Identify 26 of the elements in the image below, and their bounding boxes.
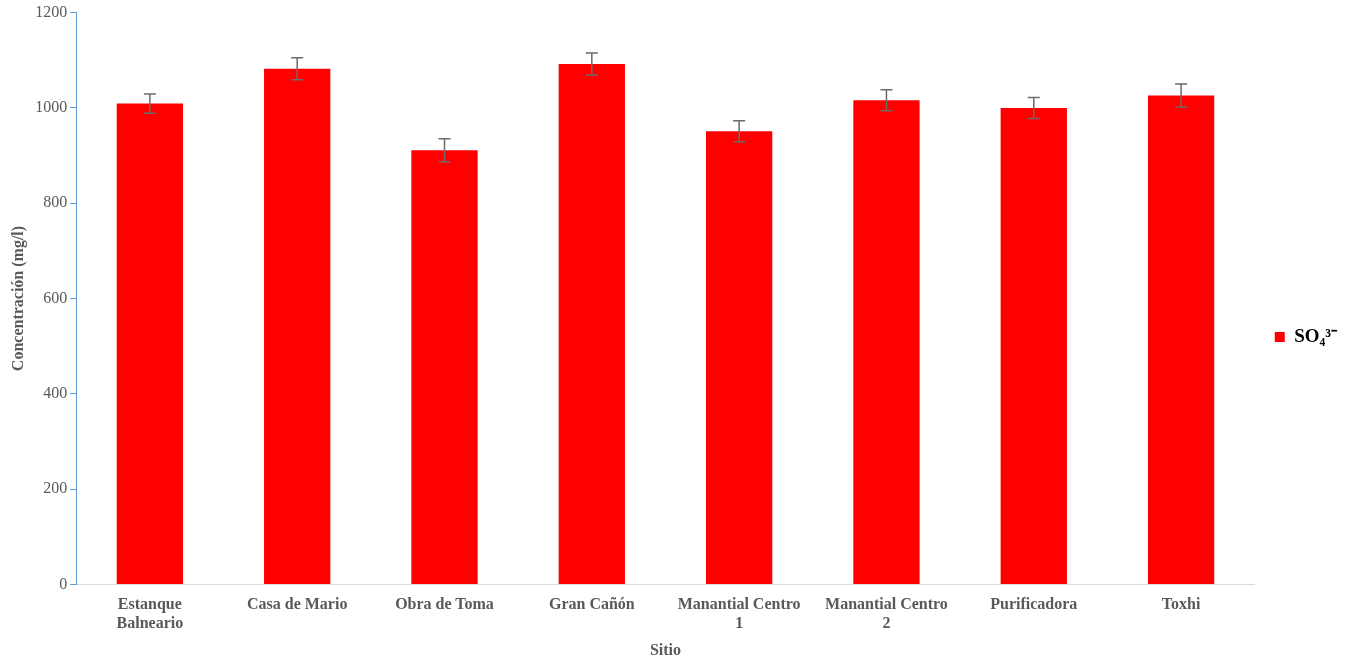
y-tick-label: 1000 — [35, 98, 68, 116]
x-tick-label: Toxhi — [1161, 595, 1201, 613]
x-tick-label: Manantial Centro 1 — [677, 595, 801, 632]
y-axis-title: Concentración (mg/l) — [8, 225, 27, 372]
bar — [116, 103, 184, 584]
y-tick-label: 600 — [43, 288, 68, 306]
x-tick-label: Casa de Mario — [246, 595, 348, 613]
y-tick-label: 400 — [43, 384, 68, 401]
x-tick-label: Manantial Centro 2 — [825, 595, 948, 632]
y-tick-label: 0 — [59, 574, 68, 592]
y-tick-label: 1200 — [35, 2, 68, 20]
bar — [411, 150, 478, 584]
x-axis-title: Sitio — [649, 640, 682, 658]
bar — [1147, 95, 1215, 584]
legend-label: SO₄³⁻ — [1294, 324, 1338, 346]
bar — [853, 100, 920, 584]
x-tick-label: Estanque Balneario — [116, 595, 184, 632]
bar — [1000, 107, 1067, 584]
x-tick-label: Purificadora — [990, 595, 1078, 613]
bar — [558, 64, 625, 584]
y-tick-label: 200 — [43, 479, 68, 497]
bar — [264, 68, 331, 584]
x-tick-label: Obra de Toma — [395, 595, 494, 613]
x-tick-label: Gran Cañón — [548, 595, 635, 613]
y-tick-label: 800 — [43, 193, 68, 211]
bar — [705, 131, 773, 584]
